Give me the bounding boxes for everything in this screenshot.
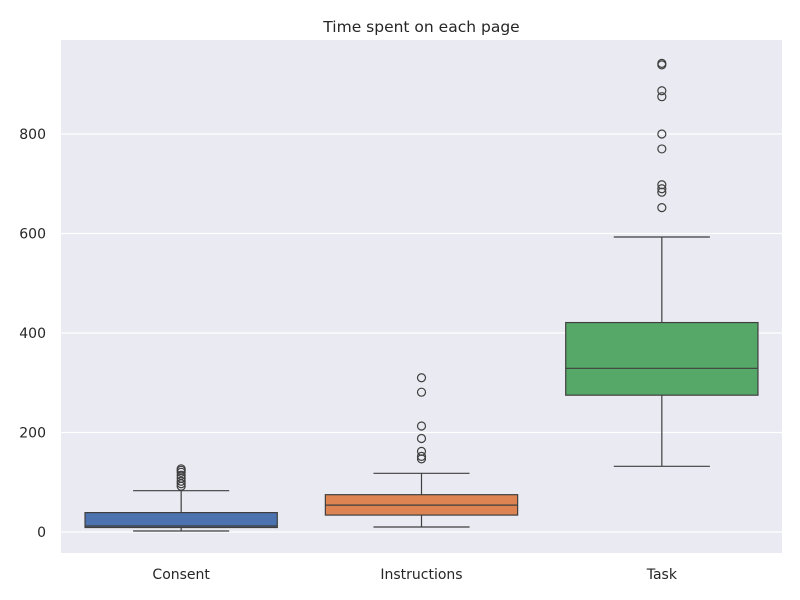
outlier-point xyxy=(657,180,667,190)
box-group-consent xyxy=(84,464,278,532)
outlier-point xyxy=(416,451,427,461)
outlier-point xyxy=(657,203,667,213)
x-tick-label: Task xyxy=(646,567,678,583)
y-tick-label: 200 xyxy=(19,426,46,442)
x-tick-label: Instructions xyxy=(380,567,462,583)
outlier-point xyxy=(657,58,667,68)
box-group-task xyxy=(565,58,759,467)
outlier-point xyxy=(657,184,667,194)
outlier-point xyxy=(657,144,667,154)
x-tick-label: Consent xyxy=(152,567,210,583)
outlier-point xyxy=(176,470,186,480)
boxes xyxy=(84,58,759,532)
outlier-point xyxy=(176,464,186,474)
y-tick-label: 400 xyxy=(19,326,46,342)
outlier-point xyxy=(416,373,427,383)
outlier-point xyxy=(176,476,186,486)
y-tick-labels: 0 200 400 600 800 xyxy=(19,127,46,541)
outlier-point xyxy=(657,86,667,96)
y-tick-label: 600 xyxy=(19,227,46,243)
outlier-point xyxy=(416,433,427,444)
chart-title: Time spent on each page xyxy=(322,18,519,36)
box-group-instructions xyxy=(324,373,519,528)
x-tick-labels: Consent Instructions Task xyxy=(152,567,677,583)
box-iqr xyxy=(84,511,278,529)
box-iqr xyxy=(565,321,759,396)
outlier-point xyxy=(416,446,427,457)
outlier-point xyxy=(657,129,667,139)
y-tick-label: 0 xyxy=(37,525,46,541)
outlier-point xyxy=(657,92,667,102)
y-tick-label: 800 xyxy=(19,127,46,143)
outlier-point xyxy=(416,387,427,397)
outlier-point xyxy=(416,421,427,431)
